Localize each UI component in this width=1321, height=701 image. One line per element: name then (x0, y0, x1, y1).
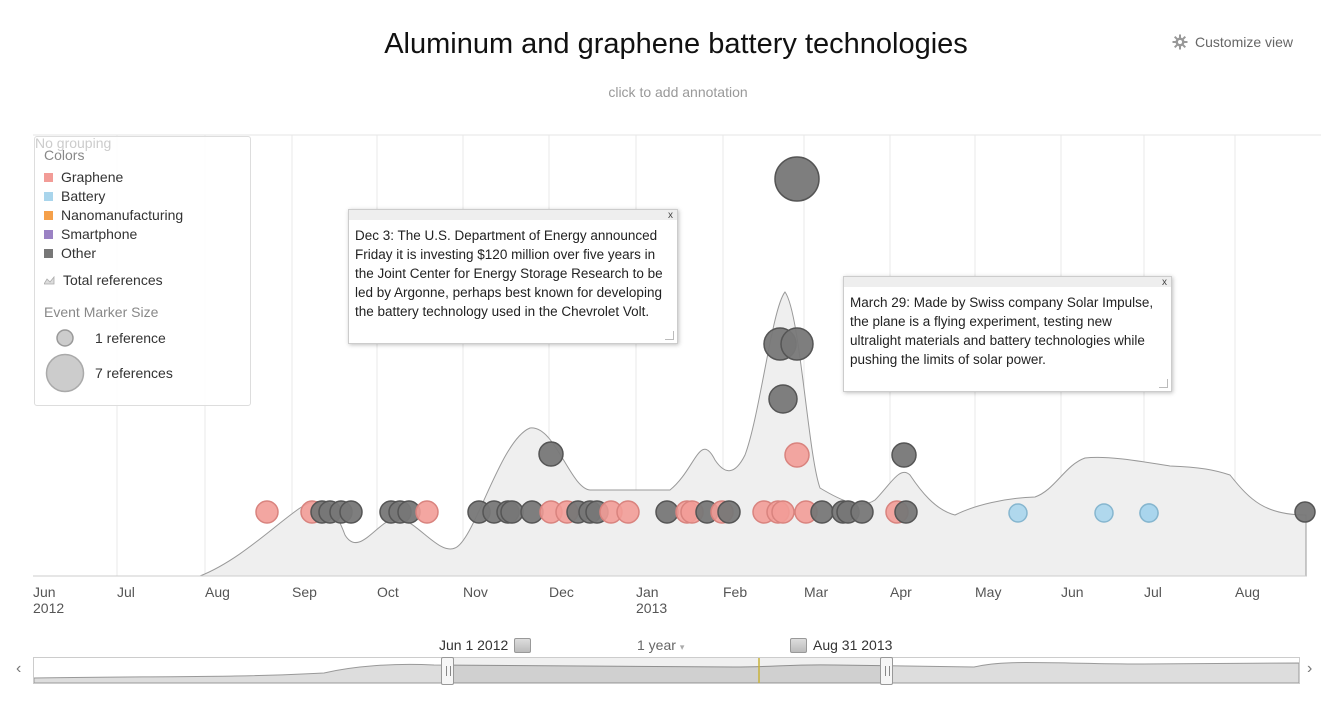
callout-header: x (349, 210, 677, 221)
legend-colors-heading: Colors (44, 147, 85, 163)
scroll-right-icon[interactable]: › (1307, 660, 1313, 677)
nanomanufacturing-swatch (44, 210, 53, 220)
gear-icon (1172, 34, 1188, 50)
event-marker[interactable] (768, 384, 798, 414)
month-label: Mar (804, 584, 828, 600)
event-marker[interactable] (780, 327, 814, 361)
range-end-handle[interactable] (880, 657, 893, 685)
event-marker[interactable] (655, 500, 679, 524)
total-references-label: Total references (63, 272, 163, 288)
month-label: Nov (463, 584, 488, 600)
size-small-label: 1 reference (95, 330, 166, 346)
month-label: Aug (205, 584, 230, 600)
legend-item-battery[interactable]: Battery (44, 188, 105, 204)
event-marker[interactable] (1008, 503, 1028, 523)
event-marker[interactable] (616, 500, 640, 524)
other-swatch (44, 248, 53, 258)
overview-selection (447, 658, 887, 683)
month-label: May (975, 584, 1001, 600)
legend-panel: No grouping Colors Graphene Battery Nano… (34, 135, 251, 406)
callout-text: March 29: Made by Swiss company Solar Im… (850, 295, 1154, 367)
legend-item-label: Graphene (61, 169, 124, 185)
event-markers[interactable] (255, 156, 1316, 524)
year-label: 2013 (636, 600, 667, 616)
event-marker[interactable] (850, 500, 874, 524)
event-marker[interactable] (891, 442, 917, 468)
close-icon[interactable]: x (1162, 277, 1167, 288)
event-marker[interactable] (810, 500, 834, 524)
month-label: Oct (377, 584, 399, 600)
scroll-left-icon[interactable]: ‹ (16, 660, 22, 677)
range-span-select[interactable]: 1 year ▾ (637, 637, 684, 653)
add-annotation-link[interactable]: click to add annotation (608, 84, 748, 100)
event-marker[interactable] (415, 500, 439, 524)
size-large-label: 7 references (95, 365, 173, 381)
event-marker[interactable] (339, 500, 363, 524)
legend-item-smartphone[interactable]: Smartphone (44, 226, 137, 242)
legend-item-label: Other (61, 245, 97, 261)
annotation-callout-dec3[interactable]: x Dec 3: The U.S. Department of Energy a… (348, 209, 678, 344)
month-label: Jun (33, 584, 56, 600)
annotation-callout-mar29[interactable]: x March 29: Made by Swiss company Solar … (843, 276, 1172, 392)
month-label: Aug (1235, 584, 1260, 600)
event-marker[interactable] (771, 500, 795, 524)
size-small-row: 1 reference (35, 327, 166, 349)
event-marker[interactable] (894, 500, 918, 524)
battery-swatch (44, 191, 53, 201)
legend-size-heading: Event Marker Size (44, 304, 159, 320)
range-span-label: 1 year (637, 637, 676, 653)
event-marker[interactable] (500, 500, 524, 524)
callout-text: Dec 3: The U.S. Department of Energy ann… (355, 228, 663, 319)
legend-item-nanomanufacturing[interactable]: Nanomanufacturing (44, 207, 183, 223)
event-marker[interactable] (1139, 503, 1159, 523)
area-icon (44, 275, 55, 284)
event-marker[interactable] (538, 441, 564, 467)
month-label: Jun (1061, 584, 1084, 600)
range-start-date[interactable]: Jun 1 2012 (439, 637, 509, 653)
event-marker[interactable] (1094, 503, 1114, 523)
resize-handle-icon[interactable] (1159, 379, 1168, 388)
legend-item-graphene[interactable]: Graphene (44, 169, 123, 185)
resize-handle-icon[interactable] (665, 331, 674, 340)
calendar-icon[interactable] (514, 638, 531, 653)
overview-timeline[interactable] (33, 657, 1300, 684)
range-end-date[interactable]: Aug 31 2013 (813, 637, 893, 653)
overview-sparkline (33, 658, 1300, 684)
month-label: Jan (636, 584, 659, 600)
event-marker[interactable] (1294, 501, 1316, 523)
chevron-down-icon: ▾ (679, 642, 685, 652)
size-large-row: 7 references (35, 353, 173, 393)
customize-view-label: Customize view (1195, 34, 1294, 50)
event-marker[interactable] (784, 442, 810, 468)
callout-header: x (844, 277, 1171, 288)
legend-item-other[interactable]: Other (44, 245, 96, 261)
event-marker[interactable] (717, 500, 741, 524)
close-icon[interactable]: x (668, 210, 673, 221)
month-label: Jul (1144, 584, 1162, 600)
month-label: Feb (723, 584, 747, 600)
graphene-swatch (44, 172, 53, 182)
event-marker[interactable] (255, 500, 279, 524)
smartphone-swatch (44, 229, 53, 239)
legend-item-total-references[interactable]: Total references (44, 272, 163, 288)
event-marker[interactable] (774, 156, 820, 202)
grouping-label: No grouping (35, 135, 112, 151)
month-label: Sep (292, 584, 317, 600)
month-label: Dec (549, 584, 574, 600)
page-title: Aluminum and graphene battery technologi… (384, 28, 968, 60)
legend-item-label: Smartphone (61, 226, 138, 242)
calendar-icon[interactable] (790, 638, 807, 653)
large-marker-icon (45, 353, 85, 393)
legend-item-label: Nanomanufacturing (61, 207, 184, 223)
legend-item-label: Battery (61, 188, 106, 204)
month-label: Jul (117, 584, 135, 600)
month-label: Apr (890, 584, 912, 600)
customize-view-button[interactable]: Customize view (1172, 34, 1293, 50)
range-start-handle[interactable] (441, 657, 454, 685)
small-marker-icon (56, 329, 74, 347)
year-label: 2012 (33, 600, 64, 616)
